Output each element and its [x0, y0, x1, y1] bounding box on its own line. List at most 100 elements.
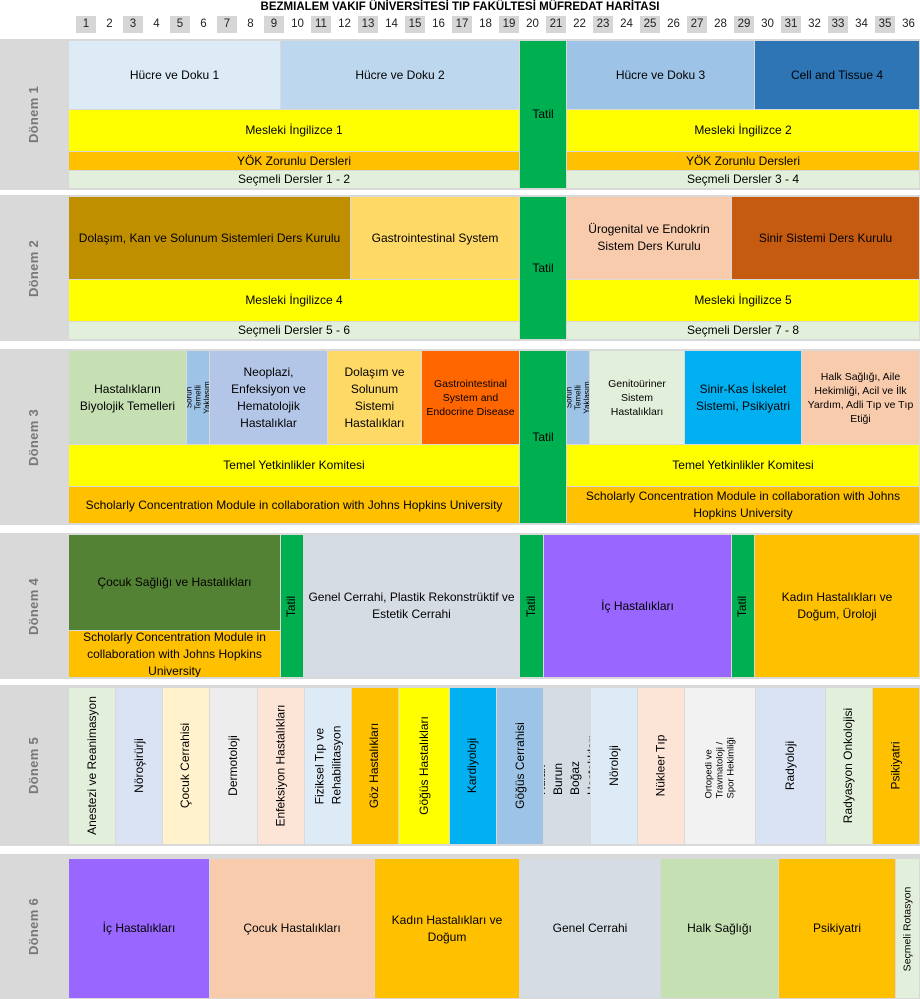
d2-mesleki-ingilizce-4: Mesleki İngilizce 4	[69, 280, 519, 321]
d6-ic-hastaliklari: İç Hastalıkları	[69, 859, 209, 998]
d5-rotation-label: Nükleer Tıp	[653, 734, 668, 796]
d6-cocuk-hastaliklari: Çocuk Hastalıkları	[210, 859, 374, 998]
week-number: 6	[200, 18, 207, 30]
d2-urogenital: Ürogenital ve Endokrin Sistem Ders Kurul…	[567, 197, 731, 279]
d5-rotation-label: Psikiyatri	[888, 740, 903, 790]
d1-cell-tissue-4: Cell and Tissue 4	[755, 41, 919, 109]
week-number: 22	[573, 18, 586, 30]
d1-mesleki-ingilizce-2: Mesleki İngilizce 2	[567, 110, 919, 151]
d5-rotation-label: Enfeksiyon Hastalıkları	[273, 703, 288, 827]
d5-rotation-c4: Dermotoloji	[210, 688, 257, 844]
d2-secmeli-2: Seçmeli Dersler 7 - 8	[567, 322, 919, 339]
d1-hucre-doku-1: Hücre ve Doku 1	[69, 41, 280, 109]
d1-hucre-doku-3: Hücre ve Doku 3	[567, 41, 754, 109]
week-number: 9	[264, 16, 284, 33]
d5-rotation-c6: Fiziksel Tıp ve Rehabilitasyon	[305, 688, 351, 844]
d5-rotation-label: Nöroşirürji	[131, 737, 146, 793]
week-number: 19	[499, 16, 519, 33]
d2-mesleki-ingilizce-5: Mesleki İngilizce 5	[567, 280, 919, 321]
week-number: 31	[781, 16, 801, 33]
week-number: 30	[761, 18, 774, 30]
week-number: 23	[593, 16, 613, 33]
d6-kadin-hastaliklari: Kadın Hastalıkları ve Doğum	[375, 859, 519, 998]
week-number: 16	[432, 18, 445, 30]
week-number: 7	[217, 16, 237, 33]
week-number: 4	[153, 18, 160, 30]
d1-tatil: Tatil	[520, 41, 566, 188]
d5-rotation-label: Dermotoloji	[226, 734, 240, 796]
d5-rotation-c9: Kardiyoloji	[450, 688, 496, 844]
week-number: 33	[828, 16, 848, 33]
d3-hastaliklarin-biyolojik: Hastalıkların Biyolojik Temelleri	[69, 351, 186, 444]
week-number: 32	[808, 18, 821, 30]
week-number: 14	[385, 18, 398, 30]
d3-sorun-temelli-2: Sorun Temelli Yaklaşım	[567, 351, 589, 444]
d4-ic-hastaliklari: İç Hastalıkları	[544, 535, 731, 677]
term-label-2: Dönem 2	[0, 195, 68, 341]
d5-rotation-label: Radyasyon Onkolojisi	[841, 707, 856, 823]
page-title: BEZMIALEM VAKIF ÜNİVERSİTESİ TIP FAKÜLTE…	[260, 1, 660, 13]
week-number: 27	[687, 16, 707, 33]
d1-yok-2: YÖK Zorunlu Dersleri	[567, 152, 919, 170]
week-number: 3	[123, 16, 143, 33]
week-number: 2	[106, 18, 113, 30]
d2-sinir-sistemi: Sinir Sistemi Ders Kurulu	[732, 197, 919, 279]
d5-rotation-label: Kulak Burun Boğaz Hastalıkları	[544, 734, 590, 796]
d5-rotation-c15: Radyoloji	[756, 688, 825, 844]
d5-rotation-c2: Nöroşirürji	[116, 688, 162, 844]
week-number: 11	[311, 16, 331, 33]
d5-rotation-c1: Anestezi ve Reanimasyon	[69, 688, 115, 844]
d1-secmeli-2: Seçmeli Dersler 3 - 4	[567, 171, 919, 188]
d3-scholarly-1: Scholarly Concentration Module in collab…	[69, 487, 519, 523]
week-number: 10	[291, 18, 304, 30]
week-number: 28	[714, 18, 727, 30]
week-number: 29	[734, 16, 754, 33]
d5-rotation-label: Çocuk Cerrahisi	[178, 722, 193, 808]
d5-rotation-c16: Radyasyon Onkolojisi	[826, 688, 872, 844]
week-number: 15	[405, 16, 425, 33]
term-label-5: Dönem 5	[0, 685, 68, 846]
d4-scholarly: Scholarly Concentration Module in collab…	[69, 631, 280, 677]
week-number: 12	[338, 18, 351, 30]
d5-rotation-label: Kardiyoloji	[465, 737, 480, 793]
d4-cocuk-sagligi: Çocuk Sağlığı ve Hastalıkları	[69, 535, 280, 630]
d5-rotation-label: Göz Hastalıkları	[367, 722, 382, 808]
term-label-6: Dönem 6	[0, 854, 68, 999]
week-number: 35	[875, 16, 895, 33]
term-label-4: Dönem 4	[0, 533, 68, 679]
week-number: 34	[855, 18, 868, 30]
d5-rotation-label: Nöroloji	[606, 744, 621, 786]
d1-yok-1: YÖK Zorunlu Dersleri	[69, 152, 519, 170]
week-number: 18	[479, 18, 492, 30]
d1-secmeli-1: Seçmeli Dersler 1 - 2	[69, 171, 519, 188]
d3-neoplazi: Neoplazi, Enfeksiyon ve Hematolojik Hast…	[210, 351, 327, 444]
week-number: 25	[640, 16, 660, 33]
d6-secmeli-rotasyon: Seçmeli Rotasyon	[896, 859, 919, 998]
d2-dolasim: Dolaşım, Kan ve Solunum Sistemleri Ders …	[69, 197, 350, 279]
d1-hucre-doku-2: Hücre ve Doku 2	[281, 41, 519, 109]
week-number: 8	[247, 18, 254, 30]
week-number: 36	[902, 18, 915, 30]
d3-genitouriner: Genitoüriner Sistem Hastalıkları	[590, 351, 684, 444]
week-number: 1	[76, 16, 96, 33]
d4-kadin-hastaliklari: Kadın Hastalıkları ve Doğum, Üroloji	[755, 535, 919, 677]
d5-rotation-label: Ortopedi ve Travmatoloji / Spor Hekimliğ…	[703, 737, 737, 799]
d6-halk-sagligi: Halk Sağlığı	[661, 859, 778, 998]
d5-rotation-c10: Göğüs Cerrahisi	[497, 688, 543, 844]
week-number: 13	[358, 16, 378, 33]
d5-rotation-c14: Ortopedi ve Travmatoloji / Spor Hekimliğ…	[685, 688, 755, 844]
d5-rotation-label: Radyoloji	[782, 740, 797, 790]
d5-rotation-c17: Psikiyatri	[873, 688, 919, 844]
d3-temel-yetkinlikler-2: Temel Yetkinlikler Komitesi	[567, 445, 919, 486]
d5-rotation-c5: Enfeksiyon Hastalıkları	[258, 688, 304, 844]
d3-temel-yetkinlikler-1: Temel Yetkinlikler Komitesi	[69, 445, 519, 486]
d5-rotation-c8: Göğüs Hastalıkları	[399, 688, 449, 844]
d3-sinir-kas: Sinir-Kas İskelet Sistemi, Psikiyatri	[685, 351, 801, 444]
d5-rotation-c12: Nöroloji	[591, 688, 637, 844]
d5-rotation-label: Anestezi ve Reanimasyon	[84, 695, 99, 835]
d3-gastrointestinal: Gastrointestinal System and Endocrine Di…	[422, 351, 519, 444]
d3-sorun-temelli-1: Sorun Temelli Yaklaşım	[187, 351, 209, 444]
week-number: 24	[620, 18, 633, 30]
d5-rotation-c7: Göz Hastalıkları	[352, 688, 398, 844]
d5-rotation-label: Göğüs Hastalıkları	[416, 715, 431, 815]
